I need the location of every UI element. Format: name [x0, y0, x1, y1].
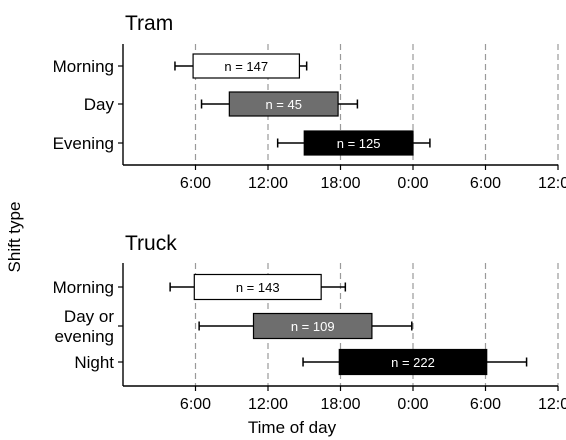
category-label: Night	[74, 353, 114, 372]
x-tick-label: 6:00	[180, 175, 211, 192]
panel-tram: Tram 6:00 12:00 18:00 0:00 6:00 12:00 Morning n …	[53, 12, 566, 192]
category-label: Evening	[53, 134, 114, 153]
category-label: Day	[84, 95, 115, 114]
x-tick-label: 6:00	[180, 396, 211, 413]
y-axis-title: Shift type	[5, 202, 24, 273]
x-tick-label: 12:00	[248, 175, 288, 192]
shift-bar	[228, 91, 339, 117]
bar-count-label: n = 125	[337, 136, 381, 151]
shift-bar	[338, 348, 488, 376]
x-tick-label: 6:00	[470, 396, 501, 413]
shift-bar	[192, 53, 301, 79]
bar-count-label: n = 45	[265, 97, 302, 112]
x-tick-label: 0:00	[397, 396, 428, 413]
x-tick-label: 6:00	[470, 175, 501, 192]
shift-bar	[193, 273, 322, 301]
bar-count-label: n = 143	[236, 280, 280, 295]
x-tick-label: 12:00	[248, 396, 288, 413]
x-tick-label: 18:00	[320, 396, 360, 413]
category-label: Day or	[64, 307, 114, 326]
x-tick-label: 0:00	[397, 175, 428, 192]
category-label: evening	[54, 327, 114, 346]
shift-bar	[252, 312, 373, 340]
bar-count-label: n = 222	[391, 355, 435, 370]
bar-count-label: n = 109	[291, 319, 335, 334]
bar-count-label: n = 147	[224, 59, 268, 74]
x-tick-label: 12:00	[538, 396, 566, 413]
x-tick-label: 12:00	[538, 175, 566, 192]
panel-title: Truck	[125, 232, 177, 255]
panel-truck: Truck 6:00 12:00 18:00 0:00 6:00 12:00 Morning n…	[53, 232, 566, 413]
x-tick-label: 18:00	[320, 175, 360, 192]
x-axis-title: Time of day	[248, 418, 337, 437]
shift-bar	[303, 130, 414, 156]
panel-title: Tram	[125, 12, 173, 35]
category-label: Morning	[53, 278, 114, 297]
category-label: Morning	[53, 57, 114, 76]
